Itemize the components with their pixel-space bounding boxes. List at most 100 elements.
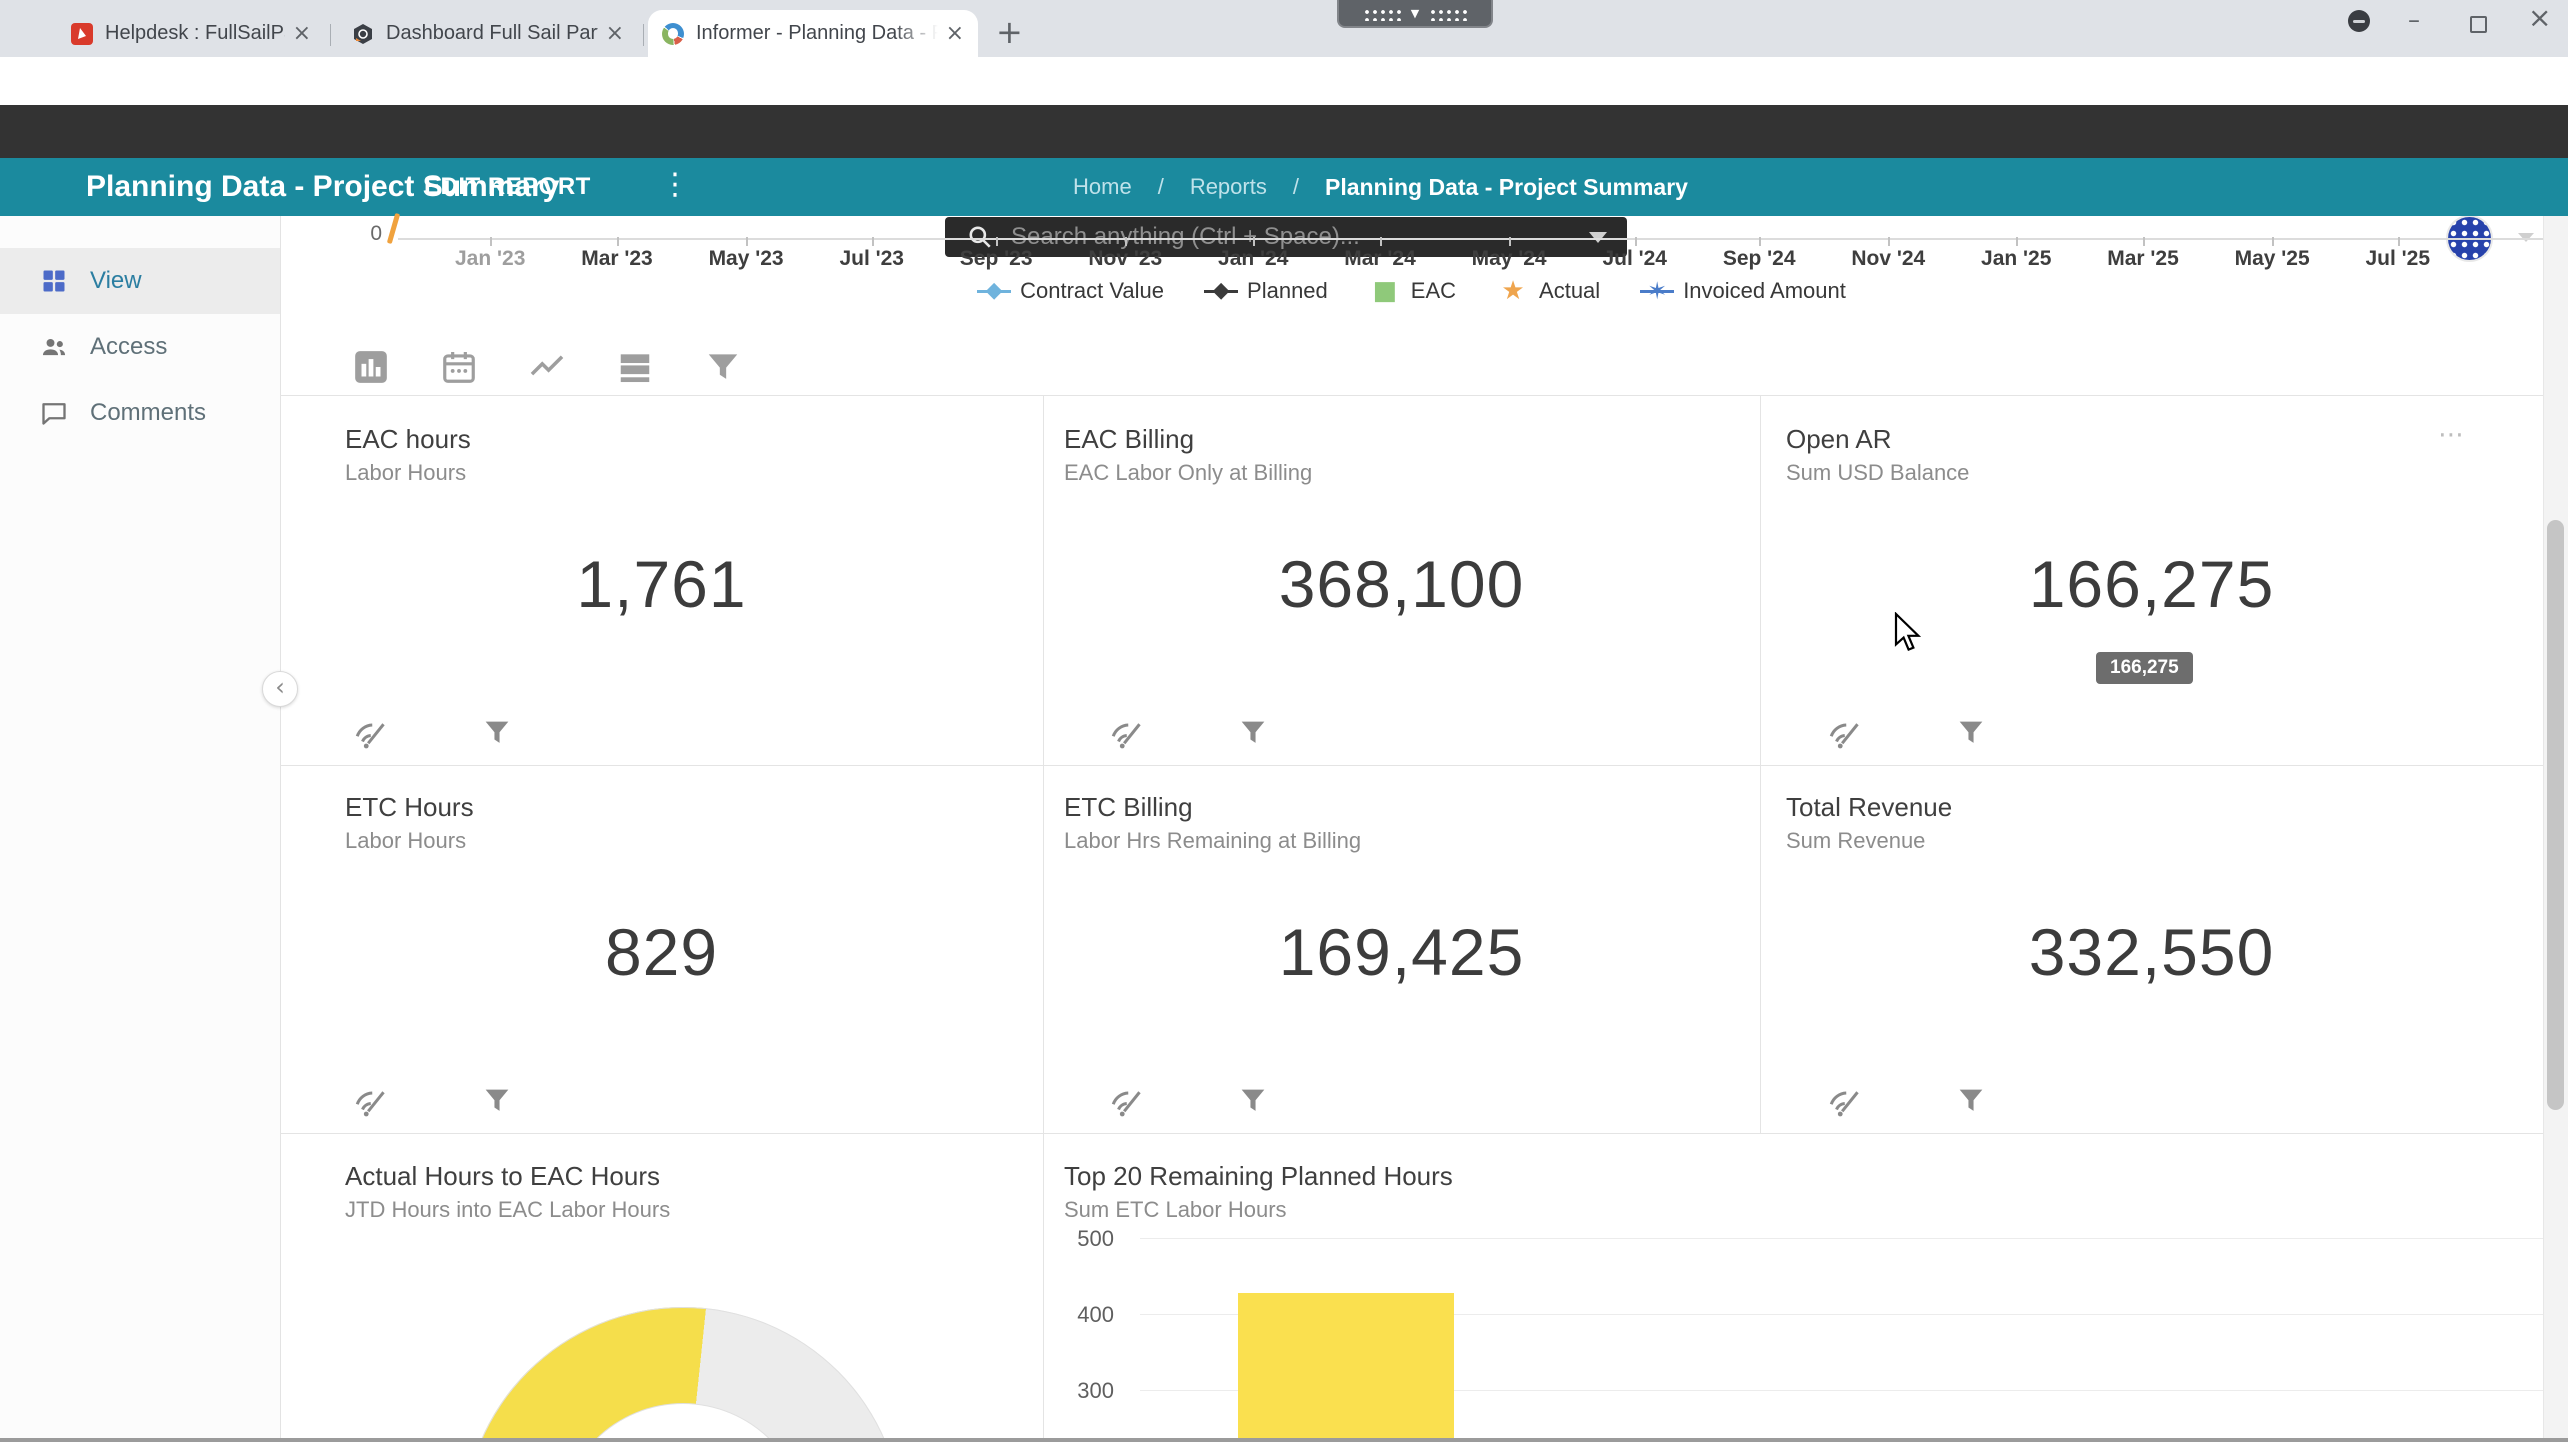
divider	[280, 765, 2543, 766]
dashboard-grid-icon	[43, 270, 65, 292]
x-tick: Nov '23	[1088, 237, 1163, 270]
legend-item-actual[interactable]: ★ Actual	[1496, 278, 1600, 304]
card-filter-icon[interactable]	[480, 1084, 514, 1125]
breadcrumb-home[interactable]: Home	[1073, 174, 1132, 199]
breadcrumb-separator: /	[1157, 174, 1164, 199]
card-title: EAC hours	[345, 424, 471, 454]
legend-item-eac[interactable]: ■ EAC	[1368, 278, 1456, 304]
card-filter-icon[interactable]	[1236, 716, 1270, 757]
card-filter-icon[interactable]	[1954, 716, 1988, 757]
search-placeholder: Search anything (Ctrl + Space)...	[1011, 223, 1360, 250]
y-axis-tick: 300	[1077, 1378, 1114, 1403]
card-title: EAC Billing	[1064, 424, 1195, 454]
sidebar-item-access[interactable]: Access	[0, 314, 280, 380]
legend-item-planned[interactable]: ◆ Planned	[1204, 278, 1328, 304]
tab-helpdesk[interactable]: Helpdesk : FullSailPartners ×	[57, 10, 325, 57]
helpdesk-favicon	[71, 22, 93, 45]
dashboard-favicon	[352, 23, 374, 45]
burst-marker-icon: ✶	[1640, 279, 1675, 303]
y-axis-tick: 400	[1077, 1302, 1114, 1327]
card-filter-icon[interactable]	[1954, 1084, 1988, 1125]
drill-data-icon[interactable]	[1108, 1084, 1144, 1125]
chevron-down-icon[interactable]: ▼	[1410, 6, 1420, 20]
calendar-view-icon[interactable]	[440, 348, 478, 391]
search-caret-icon[interactable]	[1589, 231, 1607, 243]
card-title: Actual Hours to EAC Hours	[345, 1161, 661, 1191]
x-tick: May '23	[708, 237, 784, 270]
filter-view-icon[interactable]	[704, 348, 742, 391]
tab-dashboard[interactable]: Dashboard Full Sail Partners ×	[338, 10, 638, 57]
chart-legend: ◆ Contract Value ◆ Planned ■ EAC ★ Actua…	[280, 278, 2543, 304]
tab-separator	[643, 24, 644, 46]
edit-report-button[interactable]: EDIT REPORT	[424, 173, 591, 200]
screen-share-control-bar[interactable]: ▼	[1337, 0, 1493, 28]
sidebar-item-label: Comments	[90, 399, 207, 426]
card-menu-dots-icon[interactable]: ⋯	[2438, 420, 2466, 450]
global-search-input[interactable]: Search anything (Ctrl + Space)...	[945, 217, 1627, 257]
sidebar-item-label: View	[90, 267, 142, 294]
minimize-button[interactable]: –	[2408, 6, 2420, 34]
legend-item-contract-value[interactable]: ◆ Contract Value	[977, 278, 1164, 304]
bar-chart-bar	[1238, 1293, 1454, 1442]
sidebar-collapse-button[interactable]: ‹	[262, 671, 298, 707]
x-tick: Jul '25	[2365, 237, 2430, 270]
legend-label: EAC	[1410, 278, 1457, 303]
divider	[280, 1133, 2543, 1134]
kpi-value: 166,275	[2028, 547, 2275, 621]
tab-title: Informer - Planning Data - Proje	[696, 22, 938, 44]
y-axis-tick: 500	[1077, 1226, 1114, 1251]
comment-icon	[42, 403, 66, 425]
card-subtitle: Labor Hrs Remaining at Billing	[1064, 828, 1362, 853]
card-footer	[1826, 716, 1988, 757]
drill-data-icon[interactable]	[1826, 716, 1862, 757]
table-view-icon[interactable]	[616, 348, 654, 391]
legend-item-invoiced-amount[interactable]: ✶ Invoiced Amount	[1640, 278, 1846, 304]
sidebar-item-view[interactable]: View	[0, 248, 280, 314]
card-footer	[1826, 1084, 1988, 1125]
card-subtitle: Sum Revenue	[1786, 828, 1926, 853]
dark-circle-icon[interactable]	[2348, 10, 2370, 32]
bar-chart-view-icon[interactable]	[352, 348, 390, 391]
close-icon[interactable]: ×	[605, 21, 624, 46]
value-tooltip: 166,275	[2096, 652, 2193, 684]
donut-chart	[463, 1307, 903, 1442]
tab-strip: Helpdesk : FullSailPartners × Dashboard …	[0, 0, 2568, 57]
x-tick: Jan '23	[455, 237, 526, 270]
new-tab-button[interactable]: +	[996, 13, 1023, 51]
drill-data-icon[interactable]	[352, 1084, 388, 1125]
drill-data-icon[interactable]	[1108, 716, 1144, 757]
tab-title: Helpdesk : FullSailPartners	[105, 22, 285, 44]
legend-label: Contract Value	[1020, 278, 1165, 303]
drill-data-icon[interactable]	[352, 716, 388, 757]
window-close-button[interactable]: ×	[2528, 1, 2552, 34]
x-tick: May '24	[1471, 237, 1547, 270]
page-title: Planning Data - Project Summary	[86, 170, 560, 203]
x-tick: Jan '24	[1218, 237, 1289, 270]
x-tick: Jul '24	[1602, 237, 1667, 270]
search-icon	[969, 226, 991, 248]
x-tick: Mar '24	[1344, 237, 1416, 270]
breadcrumb-current: Planning Data - Project Summary	[1324, 173, 1688, 200]
gridline	[1140, 1314, 2543, 1315]
drill-data-icon[interactable]	[1826, 1084, 1862, 1125]
restore-button[interactable]	[2470, 16, 2487, 33]
card-title: ETC Billing	[1064, 792, 1193, 822]
account-caret-icon[interactable]	[2518, 233, 2534, 242]
line-chart-view-icon[interactable]	[528, 348, 566, 391]
drag-dots-icon	[1427, 5, 1470, 21]
close-icon[interactable]: ×	[292, 21, 311, 46]
tab-informer-active[interactable]: Informer - Planning Data - Proje ×	[648, 10, 978, 57]
window-bottom-edge	[0, 1438, 2568, 1442]
scrollbar-thumb[interactable]	[2547, 520, 2564, 1110]
card-filter-icon[interactable]	[1236, 1084, 1270, 1125]
close-icon[interactable]: ×	[945, 21, 964, 46]
card-subtitle: EAC Labor Only at Billing	[1064, 460, 1313, 485]
mouse-cursor	[1893, 611, 1923, 659]
x-tick: Jul '23	[839, 237, 904, 270]
report-menu-kebab-icon[interactable]: ⋮	[660, 167, 690, 202]
sidebar-item-comments[interactable]: Comments	[0, 380, 280, 446]
filter-icon[interactable]	[585, 330, 615, 365]
card-filter-icon[interactable]	[480, 716, 514, 757]
x-tick: May '25	[2234, 237, 2310, 270]
breadcrumb-reports[interactable]: Reports	[1189, 174, 1267, 199]
